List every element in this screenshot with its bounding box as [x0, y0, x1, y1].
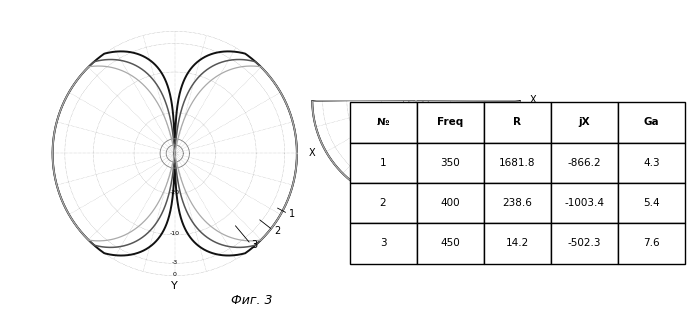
Text: -3: -3: [172, 259, 178, 265]
Text: -3: -3: [413, 189, 419, 194]
Text: 0: 0: [173, 272, 177, 277]
Text: -20: -20: [170, 190, 180, 195]
Text: -10: -10: [170, 231, 180, 236]
Text: -20: -20: [411, 131, 421, 136]
Text: X: X: [309, 148, 316, 158]
Text: -10: -10: [411, 165, 421, 170]
Text: 1: 1: [289, 209, 295, 219]
Text: 0: 0: [414, 200, 418, 205]
Text: Фиг. 3: Фиг. 3: [231, 294, 273, 307]
Text: 3: 3: [252, 240, 258, 250]
Text: X: X: [530, 95, 537, 105]
Text: Z: Z: [412, 207, 419, 217]
Text: 2: 2: [274, 226, 280, 236]
Text: Y: Y: [171, 281, 178, 291]
